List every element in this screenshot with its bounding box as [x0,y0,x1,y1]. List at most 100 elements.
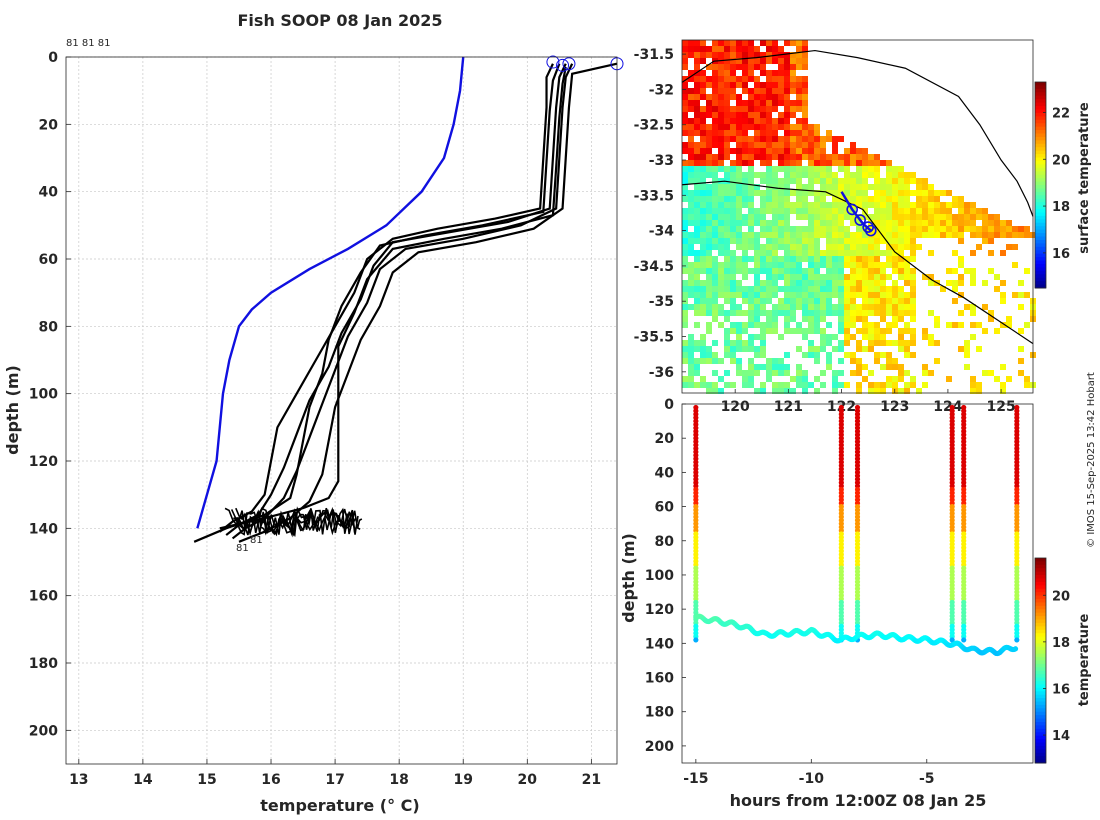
sst-cell [862,178,868,184]
sst-cell [832,376,838,382]
sst-cell [898,208,904,214]
sst-cell [832,232,838,238]
sst-cell [712,202,718,208]
sst-cell [832,148,838,154]
sst-cell [910,382,916,388]
sst-cell [814,274,820,280]
sst-cell [892,214,898,220]
sst-cell [706,154,712,160]
sst-cell [922,226,928,232]
sst-cell [748,376,754,382]
sst-cell [700,58,706,64]
sst-cell [796,190,802,196]
sst-cell [808,172,814,178]
sst-cell [850,214,856,220]
sst-cell [766,262,772,268]
sst-cell [712,100,718,106]
sst-cell [898,364,904,370]
colorbar-segment [1035,742,1046,747]
sst-cell [880,196,886,202]
colorbar-segment [1035,612,1046,617]
shelf-line [681,180,1034,345]
sst-cell [784,184,790,190]
lat-tick-label: -36 [649,365,674,381]
sst-cell [886,172,892,178]
sst-cell [982,232,988,238]
colorbar-segment [1035,732,1046,737]
sst-cell [904,304,910,310]
sst-cell [946,214,952,220]
sst-cell [712,232,718,238]
sst-cell [994,274,1000,280]
y-tick-label: 140 [645,636,674,652]
sst-cell [724,46,730,52]
sst-cell [802,52,808,58]
sst-cell [856,220,862,226]
sst-cell [874,256,880,262]
lon-tick-label: 120 [721,399,750,415]
sst-cell [748,244,754,250]
sst-cell [898,226,904,232]
sst-cell [682,178,688,184]
sst-cell [814,190,820,196]
sst-cell [808,262,814,268]
sst-cell [1024,292,1030,298]
sst-cell [862,238,868,244]
colorbar-segment [1035,735,1046,740]
sst-cell [910,208,916,214]
sst-cell [796,382,802,388]
sst-cell [748,64,754,70]
sst-cell [862,268,868,274]
sst-cell [814,220,820,226]
sst-cell [910,304,916,310]
sst-cell [868,322,874,328]
sst-cell [832,226,838,232]
sst-cell [922,232,928,238]
sst-cell [736,100,742,106]
sst-cell [766,172,772,178]
sst-cell [754,208,760,214]
sst-cell [844,304,850,310]
sst-cell [742,220,748,226]
sst-cell [772,388,778,394]
sst-cell [856,328,862,334]
sst-cell [802,280,808,286]
sst-cell [754,190,760,196]
sst-cell [754,184,760,190]
sst-cell [796,46,802,52]
sst-cell [706,214,712,220]
sst-cell [736,124,742,130]
sst-cell [694,58,700,64]
sst-cell [826,172,832,178]
sst-cell [1018,226,1024,232]
sst-cell [790,160,796,166]
sst-cell [886,364,892,370]
sst-cell [982,208,988,214]
sst-cell [808,190,814,196]
sst-cell [682,280,688,286]
sst-cell [808,220,814,226]
sst-cell [712,124,718,130]
sst-cell [796,238,802,244]
colorbar-segment [1035,219,1046,224]
bottom-scribble [224,507,350,536]
sst-cell [790,298,796,304]
sst-cell [730,64,736,70]
sst-cell [718,184,724,190]
sst-cell [814,298,820,304]
sst-cell [688,130,694,136]
sst-cell [688,142,694,148]
sst-cell [874,274,880,280]
colorbar-segment [1035,701,1046,706]
sst-cell [688,214,694,220]
sst-cell [820,316,826,322]
sst-cell [700,130,706,136]
sst-cell [994,214,1000,220]
sst-cell [718,274,724,280]
sst-cell [706,286,712,292]
colorbar-segment [1035,236,1046,241]
sst-cell [724,262,730,268]
sst-cell [784,172,790,178]
sst-cell [688,88,694,94]
